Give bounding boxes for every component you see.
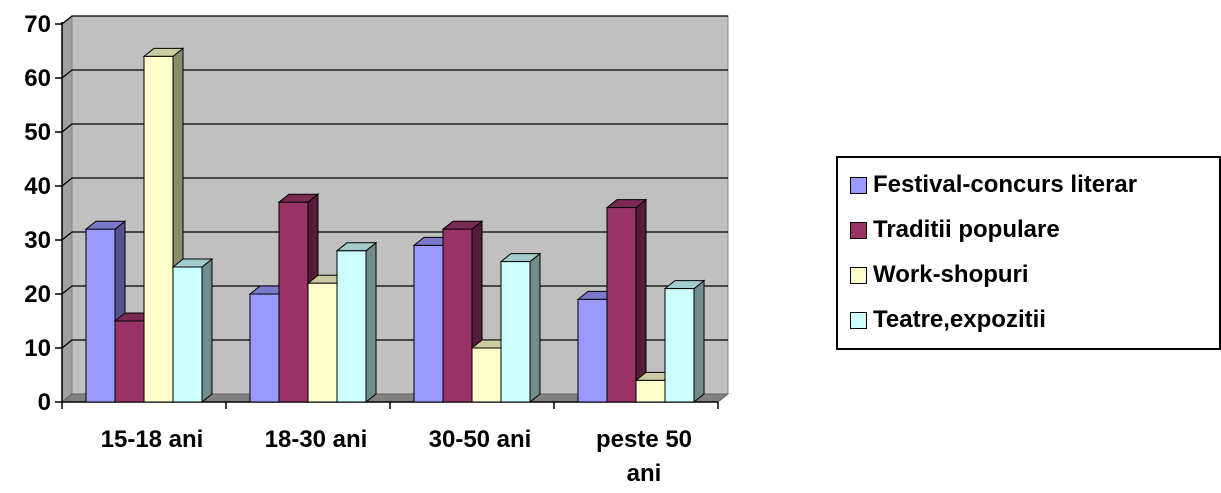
bar-front bbox=[577, 298, 608, 403]
legend-item: Teatre,expozitii bbox=[850, 305, 1046, 335]
gridline bbox=[61, 123, 728, 133]
bar-front bbox=[500, 261, 531, 403]
bar-side bbox=[365, 241, 377, 404]
legend-swatch bbox=[850, 176, 867, 194]
bar bbox=[84, 220, 127, 404]
bar-front bbox=[442, 228, 473, 403]
bar-front bbox=[172, 266, 203, 403]
y-tick-labels: 0 10 20 30 40 50 60 70 bbox=[24, 11, 51, 416]
legend-label: Work-shopuri bbox=[873, 261, 1029, 288]
legend-item: Festival-concurs literar bbox=[850, 170, 1137, 200]
bar-front bbox=[114, 320, 145, 403]
x-tick-label: 18-30 ani bbox=[265, 426, 368, 453]
legend-swatch bbox=[850, 311, 867, 329]
legend-swatch bbox=[850, 221, 867, 239]
bar-front bbox=[249, 293, 280, 403]
bar bbox=[499, 252, 542, 404]
gridline bbox=[61, 177, 728, 187]
y-tick-label: 40 bbox=[24, 173, 51, 200]
bar-side bbox=[201, 257, 213, 404]
x-tick-label: 15-18 ani bbox=[101, 426, 204, 453]
y-tick-label: 0 bbox=[38, 389, 51, 416]
bar-side bbox=[635, 198, 647, 404]
bar-side bbox=[529, 252, 541, 404]
gridline bbox=[61, 15, 728, 25]
bar-front bbox=[635, 379, 666, 403]
bar bbox=[335, 241, 378, 404]
bar-front bbox=[336, 250, 367, 403]
y-tick-label: 50 bbox=[24, 119, 51, 146]
y-tick-label: 70 bbox=[24, 11, 51, 38]
bar-front bbox=[143, 55, 174, 403]
legend-swatch bbox=[850, 266, 867, 284]
bar-side bbox=[693, 279, 705, 404]
x-tick-label: 30-50 ani bbox=[429, 426, 532, 453]
legend-label: Teatre,expozitii bbox=[873, 306, 1046, 333]
gridline bbox=[61, 69, 728, 79]
y-tick-label: 20 bbox=[24, 281, 51, 308]
y-tick-label: 60 bbox=[24, 65, 51, 92]
legend-label: Festival-concurs literar bbox=[873, 171, 1138, 198]
bar bbox=[277, 193, 320, 404]
bar bbox=[171, 257, 214, 404]
y-tick-label: 30 bbox=[24, 227, 51, 254]
bars bbox=[84, 47, 706, 404]
bar-front bbox=[413, 244, 444, 403]
x-tick-labels: 15-18 ani 18-30 ani 30-50 ani peste 50 ani bbox=[101, 426, 692, 487]
bar-chart: 0 10 20 30 40 50 60 70 15-18 ani 18-30 ani 30-50 … bbox=[24, 11, 730, 487]
gridline bbox=[61, 231, 728, 241]
bar-front bbox=[278, 201, 309, 403]
legend: Festival-concurs literar Traditii popula… bbox=[836, 156, 1221, 350]
bar-front bbox=[85, 228, 116, 403]
legend-item: Work-shopuri bbox=[850, 260, 1029, 290]
x-tick-label: ani bbox=[627, 460, 662, 487]
legend-item: Traditii populare bbox=[850, 215, 1060, 245]
bar-front bbox=[307, 282, 338, 403]
bar-front bbox=[606, 207, 637, 403]
bar bbox=[605, 198, 648, 404]
bar bbox=[663, 279, 706, 404]
legend-label: Traditii populare bbox=[873, 216, 1060, 243]
x-tick-label: peste 50 bbox=[596, 426, 692, 453]
y-tick-label: 10 bbox=[24, 335, 51, 362]
bar-front bbox=[471, 347, 502, 403]
bar-front bbox=[664, 288, 695, 403]
